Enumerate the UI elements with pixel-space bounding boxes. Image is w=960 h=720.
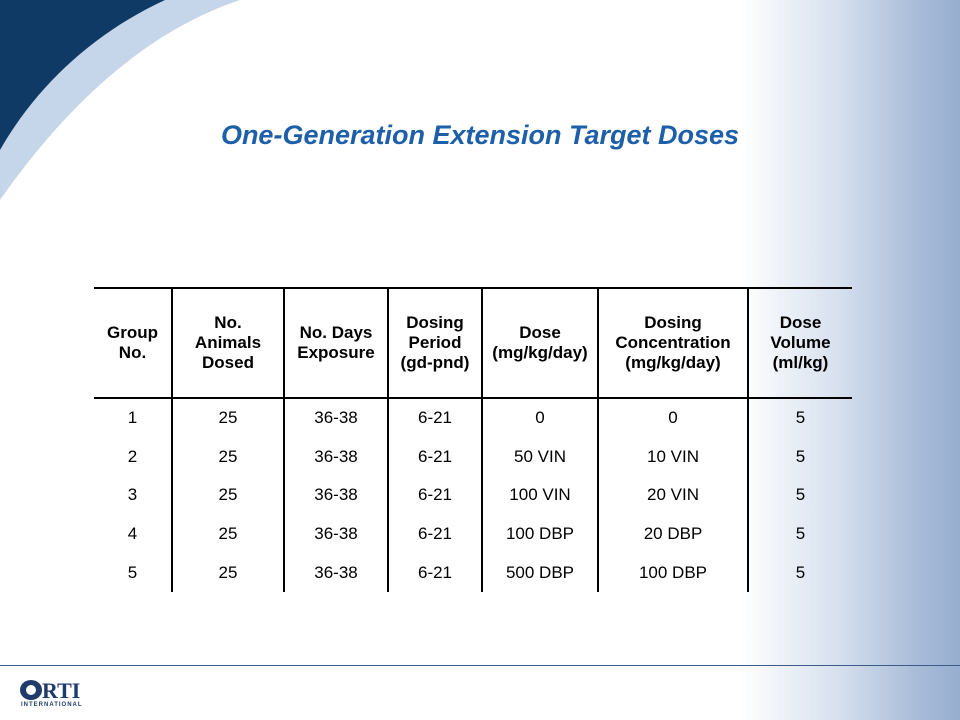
logo-subtitle: INTERNATIONAL: [21, 702, 83, 708]
table-cell: 5: [94, 553, 173, 592]
table-row: 4 25 36-38 6-21 100 DBP 20 DBP 5: [94, 514, 852, 554]
table-cell: 6-21: [387, 476, 483, 515]
column-header: No. Animals Dosed: [171, 287, 285, 399]
table-cell: 100 VIN: [481, 476, 599, 515]
table-row: 5 25 36-38 6-21 500 DBP 100 DBP 5: [94, 553, 852, 592]
column-header-line: No. Days: [299, 323, 373, 342]
table-body: 1 25 36-38 6-21 0 0 5 2 25 36-38 6-21 50 VIN 10 VIN 5…: [94, 398, 852, 592]
table-cell: 10 VIN: [597, 437, 749, 477]
dose-table-container: Group No. No. Animals Dosed No. Days Exposure D…: [94, 287, 852, 592]
table-header-row: Group No. No. Animals Dosed No. Days Exposure D…: [94, 287, 852, 399]
column-header-line: (mg/kg/day): [492, 343, 588, 362]
corner-decoration: [0, 0, 240, 200]
rti-logo: RTI INTERNATIONAL: [20, 678, 120, 710]
logo-name: RTI: [42, 678, 81, 703]
table-cell: 36-38: [283, 398, 389, 438]
table-cell: 36-38: [283, 437, 389, 477]
table-cell: 25: [171, 398, 285, 438]
column-header: No. Days Exposure: [283, 287, 389, 399]
slide-title: One-Generation Extension Target Doses: [220, 120, 740, 150]
column-header: Dosing Period (gd-pnd): [387, 287, 483, 399]
table-cell: 25: [171, 553, 285, 592]
table-cell: 36-38: [283, 476, 389, 515]
dose-table: Group No. No. Animals Dosed No. Days Exposure D…: [94, 287, 852, 592]
column-header-line: Concentration: [615, 333, 731, 352]
column-header-line: Group: [107, 323, 158, 342]
column-header-line: Dose: [519, 323, 561, 342]
table-cell: 5: [747, 437, 852, 477]
column-header-line: Animals: [194, 333, 262, 352]
table-cell: 5: [747, 514, 852, 554]
table-cell: 25: [171, 514, 285, 554]
table-cell: 25: [171, 476, 285, 515]
table-cell: 0: [597, 398, 749, 438]
table-cell: 6-21: [387, 553, 483, 592]
table-cell: 0: [481, 398, 599, 438]
table-cell: 50 VIN: [481, 437, 599, 477]
column-header-line: Period: [408, 333, 462, 352]
table-cell: 36-38: [283, 553, 389, 592]
table-cell: 100 DBP: [481, 514, 599, 554]
column-header-line: (mg/kg/day): [625, 353, 721, 372]
column-header-line: Exposure: [297, 343, 375, 362]
footer-divider: [0, 665, 960, 666]
column-header: Dosing Concentration (mg/kg/day): [597, 287, 749, 399]
table-cell: 5: [747, 553, 852, 592]
column-header: Dose (mg/kg/day): [481, 287, 599, 399]
table-cell: 25: [171, 437, 285, 477]
table-cell: 3: [94, 476, 173, 515]
column-header-line: (ml/kg): [772, 353, 829, 372]
table-cell: 4: [94, 514, 173, 554]
table-cell: 5: [747, 398, 852, 438]
column-header-line: Dose: [779, 313, 822, 332]
column-header: Group No.: [94, 287, 173, 399]
table-cell: 6-21: [387, 398, 483, 438]
column-header-line: Dosed: [202, 353, 254, 372]
globe-icon: [20, 680, 42, 700]
table-cell: 500 DBP: [481, 553, 599, 592]
column-header-line: No.: [214, 313, 242, 332]
column-header-line: Dosing: [644, 313, 702, 332]
table-cell: 6-21: [387, 514, 483, 554]
table-cell: 6-21: [387, 437, 483, 477]
table-cell: 36-38: [283, 514, 389, 554]
table-row: 1 25 36-38 6-21 0 0 5: [94, 398, 852, 438]
column-header-line: (gd-pnd): [400, 353, 470, 372]
table-row: 2 25 36-38 6-21 50 VIN 10 VIN 5: [94, 437, 852, 477]
table-row: 3 25 36-38 6-21 100 VIN 20 VIN 5: [94, 476, 852, 515]
table-cell: 2: [94, 437, 173, 477]
table-cell: 1: [94, 398, 173, 438]
table-cell: 20 VIN: [597, 476, 749, 515]
column-header-line: Volume: [770, 333, 831, 352]
table-cell: 20 DBP: [597, 514, 749, 554]
column-header-line: Dosing: [406, 313, 464, 332]
table-cell: 100 DBP: [597, 553, 749, 592]
column-header: Dose Volume (ml/kg): [747, 287, 852, 399]
table-cell: 5: [747, 476, 852, 515]
column-header-line: No.: [118, 343, 147, 362]
